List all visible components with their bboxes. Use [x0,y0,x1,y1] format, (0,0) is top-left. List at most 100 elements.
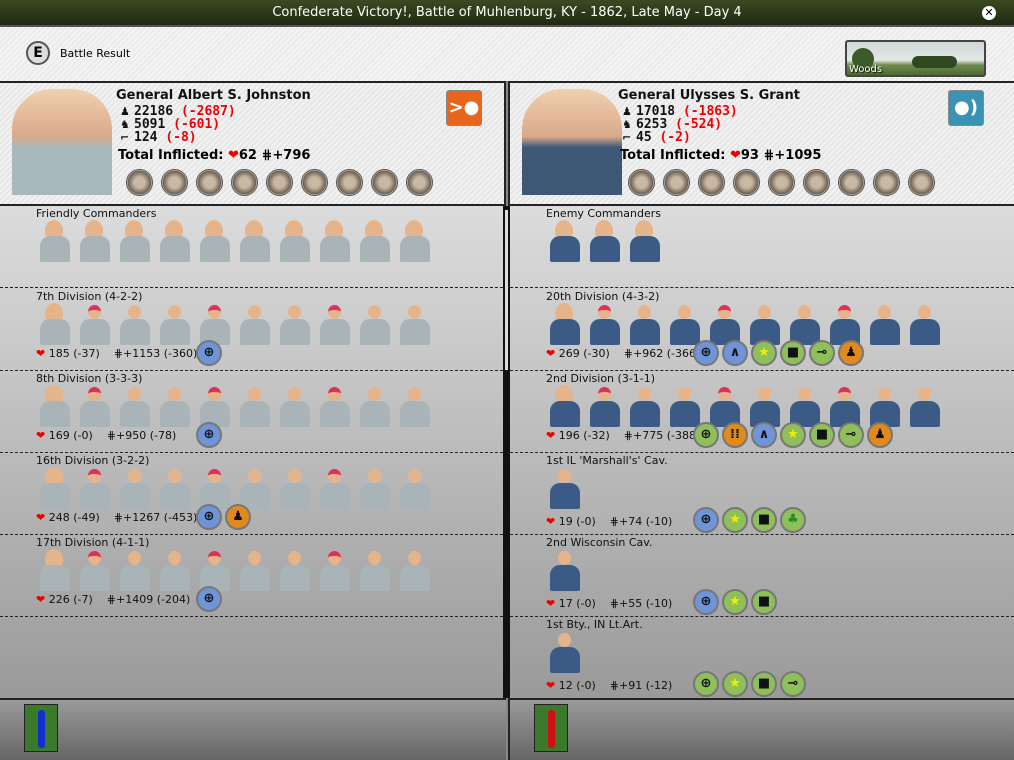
unit-portrait[interactable] [786,383,822,427]
unit-portrait[interactable] [866,383,902,427]
unit-portrait[interactable] [626,383,662,427]
unit-portrait[interactable] [396,465,432,509]
leader-portrait[interactable] [156,218,192,262]
skill-icon[interactable] [873,169,900,196]
cannon-icon[interactable]: ⊸ [809,340,835,366]
star-icon[interactable]: ★ [722,589,748,615]
unit-portrait[interactable] [76,301,112,345]
unit-portrait[interactable] [746,301,782,345]
infantry-icon[interactable]: ♟ [225,504,251,530]
unit-portrait[interactable] [906,301,942,345]
leader-portrait[interactable] [356,218,392,262]
skill-icon[interactable] [196,169,223,196]
leader-portrait[interactable] [586,218,622,262]
unit-portrait[interactable] [236,465,272,509]
skill-icon[interactable] [663,169,690,196]
unit-portrait[interactable] [396,383,432,427]
leader-portrait[interactable] [36,383,72,427]
skill-icon[interactable] [838,169,865,196]
target-icon[interactable]: ⊕ [196,504,222,530]
leader-portrait[interactable] [546,301,582,345]
clover-icon[interactable]: ♣ [780,507,806,533]
unit-portrait[interactable] [156,547,192,591]
skill-icon[interactable] [628,169,655,196]
hotkey-e-button[interactable]: E [26,41,50,65]
leader-portrait[interactable] [546,383,582,427]
star-icon[interactable]: ★ [751,340,777,366]
skill-icon[interactable] [161,169,188,196]
skill-icon[interactable] [908,169,935,196]
unit-portrait[interactable] [116,383,152,427]
defend-icon[interactable]: ●) [948,90,984,126]
target-icon[interactable]: ⊕ [693,340,719,366]
unit-portrait[interactable] [196,465,232,509]
leader-portrait[interactable] [196,218,232,262]
crate-icon[interactable]: ■ [751,671,777,697]
unit-portrait[interactable] [546,629,582,673]
cannon-icon[interactable]: ⊸ [780,671,806,697]
target-icon[interactable]: ⊕ [693,422,719,448]
unit-portrait[interactable] [116,465,152,509]
unit-portrait[interactable] [396,547,432,591]
unit-portrait[interactable] [746,383,782,427]
unit-portrait[interactable] [706,383,742,427]
close-icon[interactable]: ✕ [982,6,996,20]
unit-portrait[interactable] [666,301,702,345]
star-icon[interactable]: ★ [722,507,748,533]
crate-icon[interactable]: ■ [751,589,777,615]
scrollbar[interactable] [503,206,510,698]
skill-icon[interactable] [371,169,398,196]
target-icon[interactable]: ⊕ [196,340,222,366]
unit-portrait[interactable] [356,547,392,591]
unit-portrait[interactable] [706,301,742,345]
unit-portrait[interactable] [356,465,392,509]
unit-portrait[interactable] [316,465,352,509]
unit-portrait[interactable] [356,301,392,345]
skill-icon[interactable] [698,169,725,196]
unit-portrait[interactable] [76,383,112,427]
crate-icon[interactable]: ■ [809,422,835,448]
unit-portrait[interactable] [116,301,152,345]
leader-portrait[interactable] [76,218,112,262]
unit-portrait[interactable] [396,301,432,345]
unit-portrait[interactable] [156,465,192,509]
leader-portrait[interactable] [546,218,582,262]
unit-portrait[interactable] [276,383,312,427]
unit-portrait[interactable] [826,301,862,345]
attack-icon[interactable]: >● [446,90,482,126]
target-icon[interactable]: ⊕ [693,507,719,533]
leader-portrait[interactable] [36,547,72,591]
skill-icon[interactable] [768,169,795,196]
skill-icon[interactable] [733,169,760,196]
unit-portrait[interactable] [156,301,192,345]
infantry-icon[interactable]: ♟ [838,340,864,366]
leader-portrait[interactable] [36,301,72,345]
skill-icon[interactable] [301,169,328,196]
grid-icon[interactable]: ⁞⁞ [722,422,748,448]
cannon-icon[interactable]: ⊸ [838,422,864,448]
skill-icon[interactable] [231,169,258,196]
leader-portrait[interactable] [396,218,432,262]
skill-icon[interactable] [266,169,293,196]
unit-portrait[interactable] [276,547,312,591]
unit-portrait[interactable] [276,465,312,509]
unit-portrait[interactable] [236,547,272,591]
wave-icon[interactable]: ∧ [722,340,748,366]
unit-portrait[interactable] [666,383,702,427]
unit-portrait[interactable] [866,301,902,345]
skill-icon[interactable] [803,169,830,196]
unit-portrait[interactable] [586,383,622,427]
unit-portrait[interactable] [236,383,272,427]
unit-portrait[interactable] [906,383,942,427]
skill-icon[interactable] [406,169,433,196]
leader-portrait[interactable] [116,218,152,262]
infantry-icon[interactable]: ♟ [867,422,893,448]
target-icon[interactable]: ⊕ [693,589,719,615]
unit-portrait[interactable] [316,383,352,427]
leader-portrait[interactable] [316,218,352,262]
unit-portrait[interactable] [826,383,862,427]
leader-portrait[interactable] [276,218,312,262]
skill-icon[interactable] [126,169,153,196]
unit-portrait[interactable] [236,301,272,345]
unit-portrait[interactable] [156,383,192,427]
